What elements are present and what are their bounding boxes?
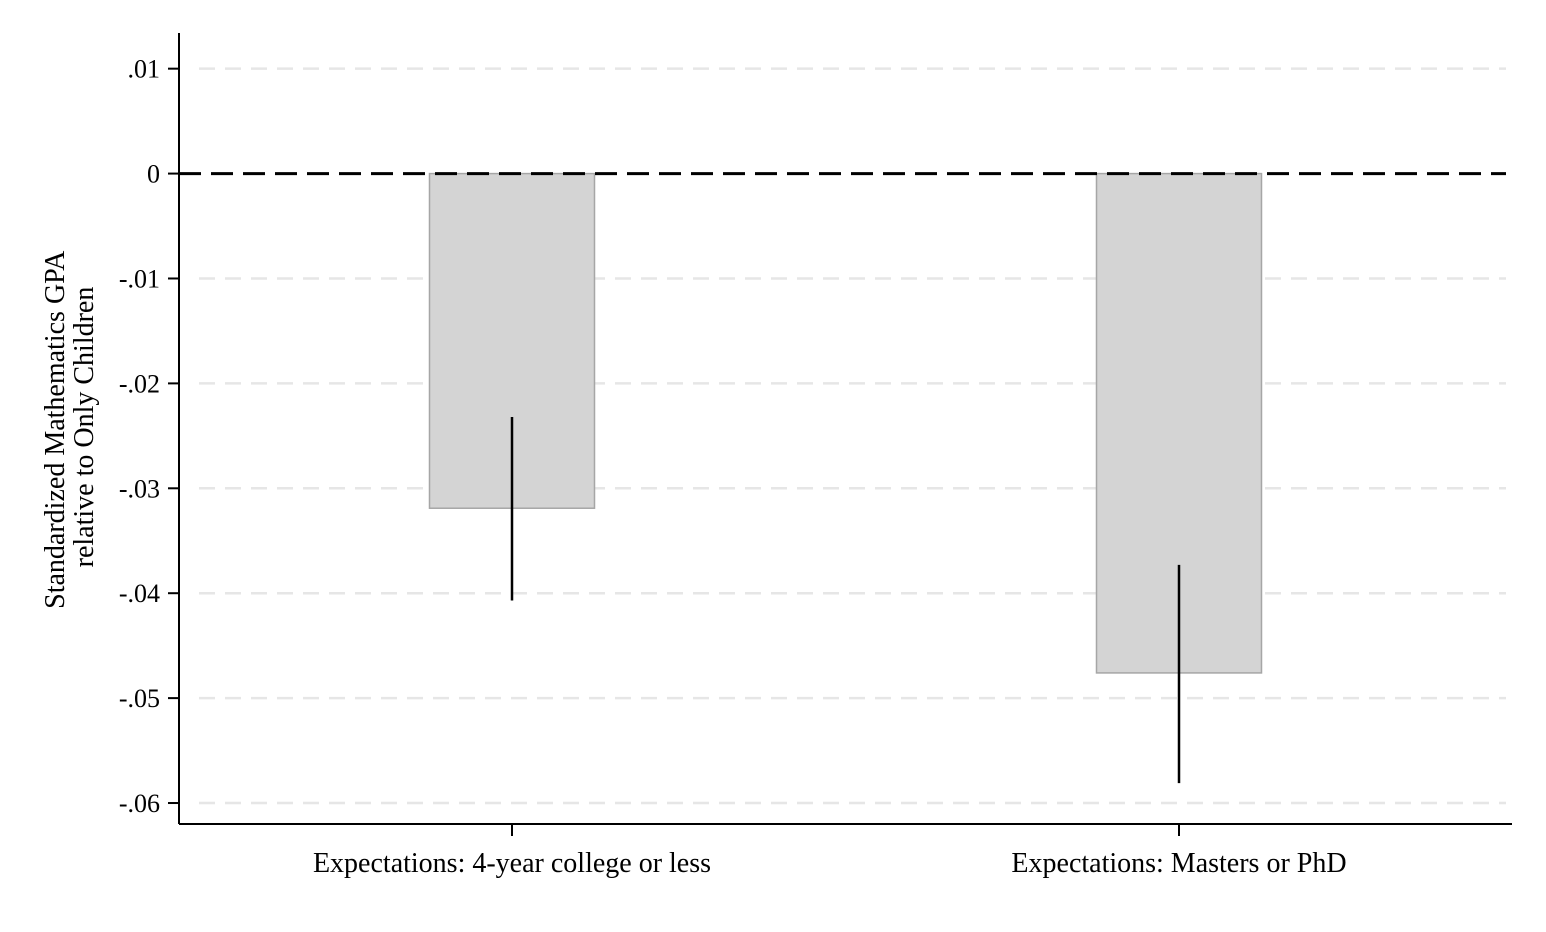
y-axis-title-line-1: Standardized Mathematics GPA — [40, 250, 71, 609]
x-category-label-2: Expectations: Masters or PhD — [1011, 848, 1346, 879]
labels: .01 0 -.01 -.02 -.03 -.04 -.05 -.06 Expectations… — [119, 55, 1347, 879]
y-axis-title: Standardized Mathematics GPA relative to… — [40, 245, 100, 609]
bars — [428, 172, 1263, 674]
gridlines — [199, 67, 1506, 805]
y-tick-label-0: .01 — [128, 55, 161, 84]
y-tick-label-7: -.06 — [119, 789, 160, 818]
y-axis-title-line-2: relative to Only Children — [69, 287, 100, 568]
y-tick-label-3: -.02 — [119, 369, 160, 398]
y-tick-label-6: -.05 — [119, 684, 160, 713]
y-tick-label-5: -.04 — [119, 579, 160, 608]
y-tick-label-2: -.01 — [119, 264, 160, 293]
y-tick-label-4: -.03 — [119, 474, 160, 503]
axis-titles: Standardized Mathematics GPA relative to… — [40, 245, 100, 609]
x-category-label-1: Expectations: 4-year college or less — [313, 848, 711, 879]
axes — [168, 33, 1512, 836]
y-tick-label-1: 0 — [147, 160, 160, 189]
confidence-intervals — [510, 416, 1181, 784]
